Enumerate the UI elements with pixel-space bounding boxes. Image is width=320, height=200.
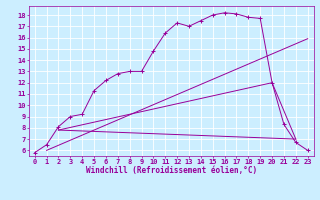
X-axis label: Windchill (Refroidissement éolien,°C): Windchill (Refroidissement éolien,°C) bbox=[86, 166, 257, 175]
